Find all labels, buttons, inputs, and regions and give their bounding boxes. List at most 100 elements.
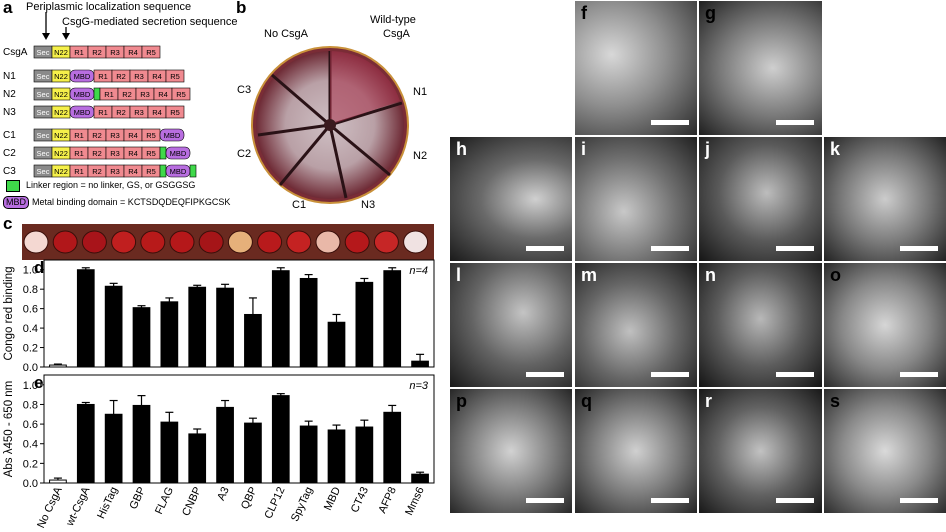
scale-bar	[776, 120, 814, 125]
bar	[244, 422, 262, 484]
bar	[383, 411, 402, 484]
segment-label: Sec	[37, 48, 50, 57]
segment-label: MBD	[74, 108, 91, 117]
scale-bar	[900, 372, 938, 377]
y-tick-label: 1.0	[23, 265, 38, 277]
plate-label-wild-type: Wild-type	[370, 14, 416, 26]
sem-panel-q: q	[574, 388, 698, 514]
well	[373, 230, 399, 254]
linker-legend-text: Linker region = no linker, GS, or GSGGSG	[26, 180, 196, 190]
panel-label-r: r	[705, 391, 713, 411]
panel-label-l: l	[456, 265, 462, 285]
mbd-legend-text: Metal binding domain = KCTSDQDEQFIPKGCSK	[32, 197, 231, 207]
bar-charts: 0.0 0.2 0.4 0.6 0.8 1.0 Congo red binding n=4 0.…	[3, 259, 435, 531]
panel-label-i: i	[581, 139, 587, 159]
scale-bar	[526, 498, 564, 503]
scale-bar	[900, 498, 938, 503]
construct-name: N1	[3, 71, 16, 82]
segment-label: MBD	[164, 131, 181, 140]
panel-label-s: s	[830, 391, 841, 411]
segment-label: R1	[74, 131, 84, 140]
y-axis-label: Abs λ450 - 650 nm	[3, 381, 15, 478]
scale-bar	[776, 372, 814, 377]
plate-label-csga: CsgA	[383, 28, 410, 40]
segment-label: R2	[92, 149, 102, 158]
sem-panel-m: m	[574, 262, 698, 388]
segment-label: R4	[158, 90, 168, 99]
sem-panel-f: f	[574, 0, 698, 136]
well	[227, 230, 253, 254]
x-tick-label: CNBP	[180, 485, 204, 518]
plot-frame	[43, 259, 435, 368]
well	[257, 230, 283, 254]
linker-segment	[159, 146, 167, 160]
x-tick-label: CT43	[349, 485, 371, 514]
sem-panel-n: n	[698, 262, 823, 388]
annotation-periplasmic: Periplasmic localization sequence	[26, 1, 192, 13]
well	[111, 230, 137, 254]
well	[81, 230, 107, 254]
segment-label: R1	[98, 108, 108, 117]
y-tick-label: 0.4	[23, 323, 38, 335]
segment-label: MBD	[74, 72, 91, 81]
linker-segment	[159, 164, 167, 178]
segment-label: R5	[170, 108, 180, 117]
plate-label-c3: C3	[237, 84, 252, 96]
y-tick-label: 0.6	[23, 304, 38, 316]
congo-red-plate	[251, 46, 409, 204]
segment-label: Sec	[37, 149, 50, 158]
segment-label: R3	[110, 167, 120, 176]
bar	[244, 313, 262, 368]
bar	[49, 364, 67, 368]
linker-segment	[189, 164, 197, 178]
panel-label-k: k	[830, 139, 841, 159]
annotation-csgg: CsgG-mediated secretion sequence	[62, 16, 238, 28]
x-tick-label: CLP12	[262, 485, 287, 521]
segment-label: R2	[92, 167, 102, 176]
segment-label: Sec	[37, 72, 50, 81]
segment-label: N22	[54, 108, 68, 117]
segment-label: R4	[152, 72, 162, 81]
construct-name: N2	[3, 89, 16, 100]
sem-panel-g: g	[698, 0, 823, 136]
sem-panel-o: o	[823, 262, 946, 388]
segment-label: R2	[116, 72, 126, 81]
segment-mbd	[165, 146, 191, 160]
sem-panel-h: h	[449, 136, 573, 262]
scale-bar	[526, 372, 564, 377]
well	[169, 230, 195, 254]
x-tick-label: HisTag	[95, 485, 120, 521]
linker-legend-swatch	[6, 180, 20, 192]
plate-label-n2: N2	[413, 150, 428, 162]
segment-label: Sec	[37, 131, 50, 140]
segment-label: R3	[134, 72, 144, 81]
segment-label: R5	[176, 90, 186, 99]
panel-label-a: a	[3, 0, 13, 17]
x-tick-label: wt-CsgA	[64, 485, 93, 529]
segment-label: R4	[152, 108, 162, 117]
segment-label: R1	[98, 72, 108, 81]
segment-label: R3	[140, 90, 150, 99]
segment-label: R1	[74, 48, 84, 57]
segment-label: Sec	[37, 90, 50, 99]
scale-bar	[900, 246, 938, 251]
well	[403, 230, 429, 254]
well	[315, 230, 341, 254]
segment-label: R1	[104, 90, 114, 99]
y-tick-label: 0.6	[23, 419, 38, 431]
bar	[355, 281, 374, 368]
scale-bar	[776, 498, 814, 503]
segment-label: R5	[170, 72, 180, 81]
segment-label: N22	[54, 90, 68, 99]
x-tick-label: No CsgA	[35, 485, 65, 531]
panel-label-h: h	[456, 139, 467, 159]
x-tick-label: SpyTag	[289, 485, 315, 523]
plate-label-n1: N1	[413, 86, 428, 98]
segment-label: R5	[146, 131, 156, 140]
annotation-arrows	[42, 12, 70, 40]
bar	[411, 360, 429, 368]
panel-label-g: g	[705, 3, 716, 23]
plate-label-c1: C1	[292, 199, 307, 211]
y-tick-label: 0.0	[23, 478, 38, 490]
